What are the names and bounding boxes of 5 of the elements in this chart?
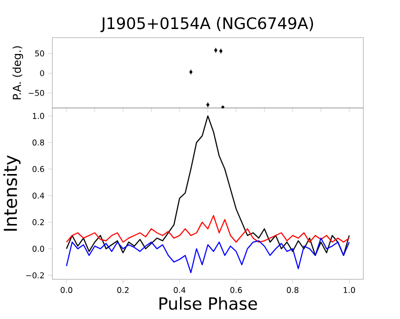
y-axis-title: Intensity xyxy=(3,155,21,231)
x-axis-title: Pulse Phase xyxy=(160,296,257,310)
chart-title: J1905+0154A (NGC6749A) xyxy=(100,16,314,32)
line-series xyxy=(66,238,350,274)
y-axis-title: P.A. (deg.) xyxy=(12,46,24,100)
